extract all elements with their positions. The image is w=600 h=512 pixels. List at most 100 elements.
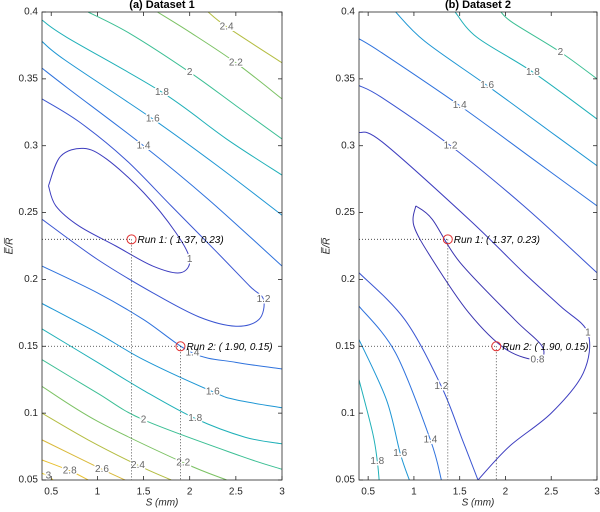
x-tick-label: 2.5 (229, 487, 243, 498)
run-label: Run 2: ( 1.90, 0.15) (186, 342, 272, 353)
contour-label: 1.6 (480, 80, 494, 91)
x-tick-label: 3 (594, 487, 600, 498)
x-tick-label: 1.5 (137, 487, 151, 498)
contour-label: 1.8 (188, 413, 202, 424)
contour-label: 1.4 (423, 435, 437, 446)
run-marker (175, 341, 186, 352)
contour-label: 2 (141, 414, 147, 425)
contour-line (42, 385, 227, 480)
contour-label: 1 (585, 328, 591, 339)
y-tick-label: 0.35 (19, 73, 39, 84)
contour-label: 2.2 (229, 57, 243, 68)
run-marker (491, 341, 502, 352)
x-tick-label: 2 (503, 487, 509, 498)
plot-area (42, 12, 282, 480)
y-tick-label: 0.05 (19, 475, 39, 486)
y-tick-label: 0.3 (341, 140, 355, 151)
x-tick-label: 2.5 (544, 487, 558, 498)
contour-line (359, 131, 591, 480)
contour-line (42, 98, 265, 327)
contour-label: 1.6 (393, 448, 407, 459)
contour-label: 2 (558, 47, 564, 58)
x-tick-label: 1.5 (453, 487, 467, 498)
contour-line (42, 303, 282, 409)
contour-line (395, 12, 597, 167)
contour-label: 1.2 (444, 140, 458, 151)
contour-line (42, 359, 282, 470)
contour-line (42, 439, 126, 480)
contour-label: 1.6 (206, 386, 220, 397)
contour-line (207, 12, 282, 64)
y-tick-label: 0.35 (336, 73, 356, 84)
contour-line (359, 339, 410, 480)
axes-box (358, 11, 598, 481)
contour-line (42, 459, 89, 480)
x-tick-label: 2 (187, 487, 193, 498)
contour-line (42, 472, 54, 480)
contour-label: 2.6 (95, 464, 109, 475)
contour-label: 3 (46, 471, 52, 482)
contour-line (359, 379, 380, 480)
contour-label: 1.4 (186, 348, 200, 359)
contour-line (42, 265, 282, 370)
contour-label: 1.4 (137, 140, 151, 151)
x-tick-label: 1 (95, 487, 101, 498)
y-tick-label: 0.25 (336, 207, 356, 218)
run-label: Run 1: ( 1.37, 0.23) (454, 235, 540, 246)
plot-clip: 0.8 1 1.2 1.4 1.6 1.8 2 1.2 1.4 1.6 1.8 (359, 12, 597, 480)
contour-label: 2 (187, 67, 193, 78)
x-axis-label: S (mm) (146, 498, 179, 509)
y-tick-label: 0.2 (24, 274, 38, 285)
contour-line (47, 147, 191, 274)
run-marker (126, 234, 137, 245)
x-tick-label: 3 (279, 487, 285, 498)
contour-label: 1 (187, 254, 193, 265)
y-tick-label: 0.25 (19, 207, 39, 218)
contour-line (157, 12, 282, 100)
y-axis-label: E̅/R̅ (321, 238, 333, 255)
y-axis-label: E̅/R̅ (4, 238, 16, 255)
x-tick-label: 0.5 (44, 487, 58, 498)
x-tick-label: 0.5 (361, 487, 375, 498)
contour-line (359, 305, 442, 480)
y-tick-label: 0.1 (24, 408, 38, 419)
run-marker (442, 234, 453, 245)
contour-label: 1.2 (257, 294, 271, 305)
contour-line (42, 41, 282, 216)
y-tick-label: 0.2 (341, 274, 355, 285)
run-label: Run 1: ( 1.37, 0.23) (138, 235, 224, 246)
contour-label: 2.4 (220, 21, 234, 32)
y-tick-label: 0.3 (24, 140, 38, 151)
contour-line (42, 67, 282, 267)
contour-line (42, 19, 282, 176)
y-tick-label: 0.05 (336, 475, 356, 486)
contour-line (42, 412, 172, 480)
panel: 0.8 1 1.2 1.4 1.6 1.8 2 1.2 1.4 1.6 1.8 Run 1: ( 1.… (321, 0, 600, 509)
contour-line (454, 12, 597, 120)
chart-title: (a) Dataset 1 (129, 0, 194, 11)
y-tick-label: 0.1 (341, 408, 355, 419)
x-tick-label: 1 (411, 487, 417, 498)
contour-line (42, 328, 282, 445)
contour-label: 2.4 (131, 460, 145, 471)
contour-line (359, 38, 597, 207)
panel: 1 1.2 1.4 1.6 1.8 2 2.2 2.4 1.4 1.6 1.8 2 2.2 2.4 2.6 2… (4, 0, 285, 509)
plot-clip: 1 1.2 1.4 1.6 1.8 2 2.2 2.4 1.4 1.6 1.8 2 2.2 2.4 2.6 2… (42, 12, 282, 482)
contour-label: 1.8 (526, 67, 540, 78)
contour-label: 1.8 (370, 456, 384, 467)
x-axis-label: S (mm) (462, 498, 495, 509)
contour-line (359, 85, 597, 274)
contour-label: 2.8 (63, 465, 77, 476)
y-tick-label: 0.15 (336, 341, 356, 352)
contour-label: 1.8 (155, 87, 169, 98)
y-tick-label: 0.4 (24, 7, 38, 18)
y-tick-label: 0.4 (341, 7, 355, 18)
contour-line (87, 12, 282, 140)
plot-area (359, 12, 597, 480)
contour-label: 0.8 (531, 354, 545, 365)
contour-label: 1.4 (453, 100, 467, 111)
chart-title: (b) Dataset 2 (445, 0, 511, 11)
axes-box (41, 11, 283, 481)
run-label: Run 2: ( 1.90, 0.15) (502, 342, 588, 353)
